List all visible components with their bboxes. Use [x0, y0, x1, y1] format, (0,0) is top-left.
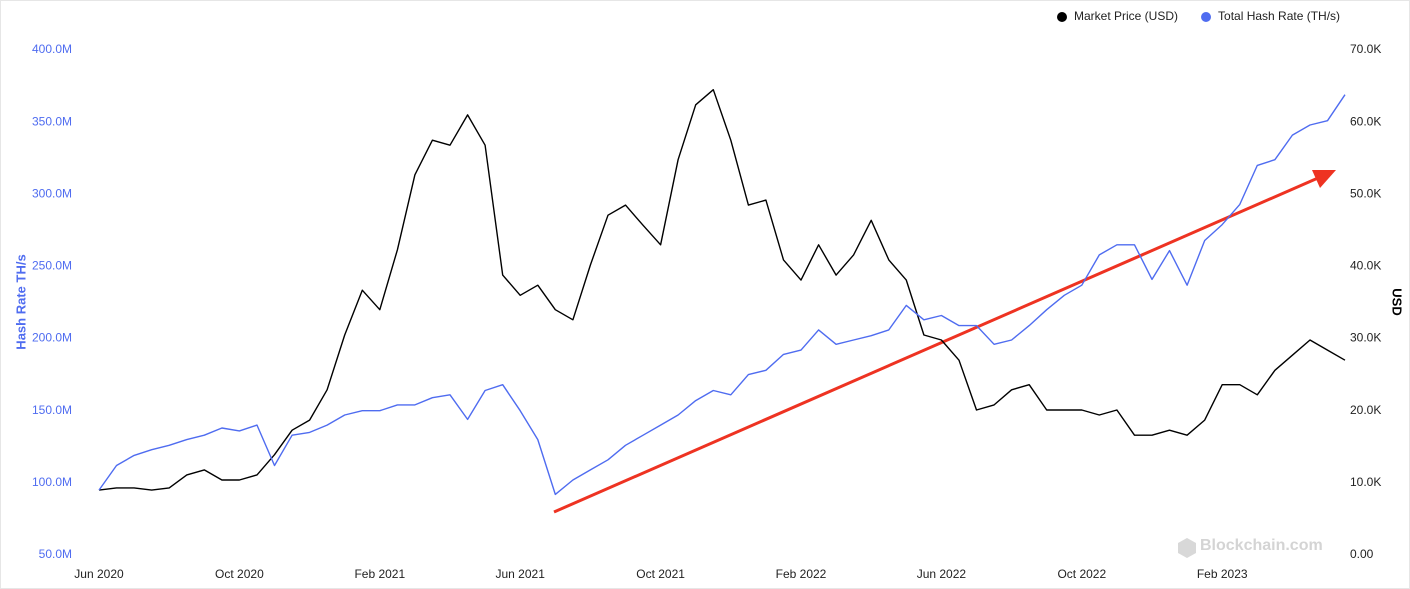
- watermark-icon: [1178, 538, 1196, 558]
- x-tick-label: Feb 2021: [354, 567, 405, 581]
- x-tick-label: Oct 2021: [636, 567, 685, 581]
- y-tick-label: 50.0M: [39, 547, 72, 561]
- y2-tick-label: 50.0K: [1350, 186, 1381, 200]
- watermark-text: Blockchain.com: [1200, 537, 1323, 554]
- series-line: [98, 89, 1346, 491]
- y2-tick-label: 20.0K: [1350, 403, 1381, 417]
- y-tick-label: 250.0M: [32, 259, 72, 273]
- y-tick-label: 150.0M: [32, 403, 72, 417]
- x-tick-label: Feb 2023: [1197, 567, 1248, 581]
- x-tick-label: Oct 2020: [215, 567, 264, 581]
- series-line: [98, 94, 1346, 496]
- y2-tick-label: 40.0K: [1350, 259, 1381, 273]
- legend-label: Total Hash Rate (TH/s): [1218, 9, 1340, 23]
- y2-tick-label: 70.0K: [1350, 42, 1381, 56]
- y2-tick-label: 60.0K: [1350, 114, 1381, 128]
- trend-arrow: [553, 170, 1336, 514]
- y-tick-label: 400.0M: [32, 42, 72, 56]
- y2-axis-label: USD: [1390, 288, 1405, 315]
- y2-tick-label: 10.0K: [1350, 475, 1381, 489]
- arrow-head: [1312, 170, 1336, 188]
- legend-marker: [1201, 12, 1212, 22]
- y-axis-label: Hash Rate TH/s: [13, 254, 28, 349]
- x-tick-label: Feb 2022: [776, 567, 827, 581]
- x-tick-label: Oct 2022: [1057, 567, 1106, 581]
- y-tick-label: 100.0M: [32, 475, 72, 489]
- x-tick-label: Jun 2020: [74, 567, 124, 581]
- watermark: Blockchain.com: [1178, 537, 1323, 558]
- y2-tick-label: 0.00: [1350, 547, 1374, 561]
- y-tick-label: 350.0M: [32, 114, 72, 128]
- legend-marker: [1057, 12, 1067, 22]
- y2-tick-label: 30.0K: [1350, 331, 1381, 345]
- legend-label: Market Price (USD): [1074, 9, 1178, 23]
- y-tick-label: 300.0M: [32, 186, 72, 200]
- x-tick-label: Jun 2021: [496, 567, 546, 581]
- arrow-shaft: [553, 176, 1319, 514]
- y-tick-label: 200.0M: [32, 331, 72, 345]
- x-tick-label: Jun 2022: [917, 567, 967, 581]
